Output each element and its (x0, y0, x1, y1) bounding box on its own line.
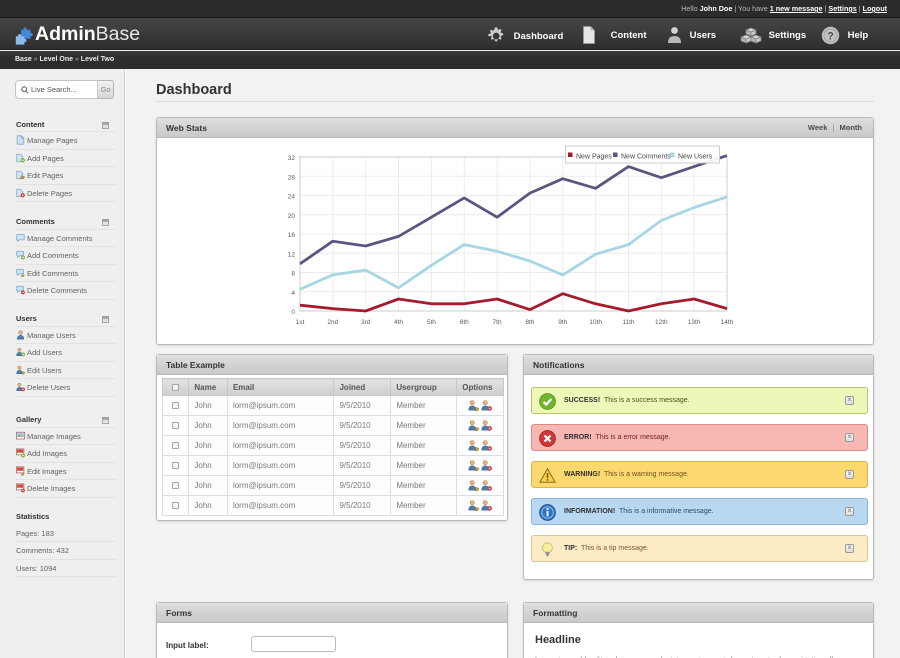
svg-text:New Comments: New Comments (621, 154, 671, 161)
svg-text:9th: 9th (558, 319, 567, 326)
svg-text:8: 8 (291, 271, 295, 278)
svg-text:6th: 6th (460, 319, 469, 326)
svg-text:?: ? (827, 30, 834, 42)
svg-text:5th: 5th (427, 319, 436, 326)
svg-text:0: 0 (291, 309, 295, 316)
svg-text:28: 28 (288, 174, 296, 181)
svg-text:4th: 4th (394, 319, 403, 326)
svg-text:1st: 1st (296, 319, 305, 326)
svg-text:13th: 13th (688, 319, 701, 326)
svg-text:20: 20 (288, 213, 296, 220)
svg-text:24: 24 (288, 194, 296, 201)
svg-text:32: 32 (288, 155, 296, 162)
svg-text:3rd: 3rd (361, 319, 371, 326)
svg-text:4: 4 (291, 290, 295, 297)
svg-text:8th: 8th (525, 319, 534, 326)
svg-text:11th: 11th (622, 319, 635, 326)
svg-text:7th: 7th (493, 319, 502, 326)
svg-text:New Pages: New Pages (576, 154, 612, 161)
svg-text:New Users: New Users (678, 154, 713, 161)
svg-text:12: 12 (288, 251, 296, 258)
svg-text:12th: 12th (655, 319, 668, 326)
svg-text:16: 16 (288, 232, 296, 239)
svg-text:10th: 10th (589, 319, 602, 326)
svg-text:2nd: 2nd (327, 319, 338, 326)
svg-text:14th: 14th (721, 319, 734, 326)
